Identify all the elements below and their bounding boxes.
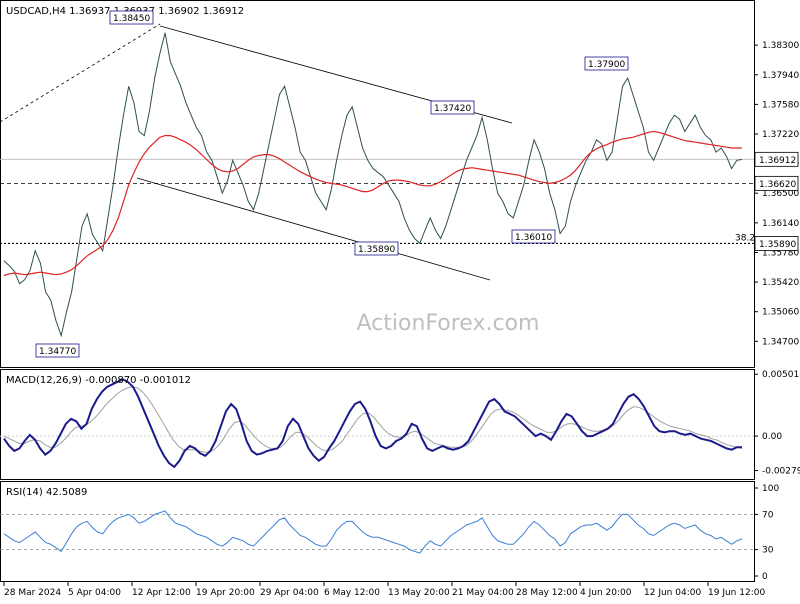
price-label-box [35, 343, 80, 358]
rsi-y-tick-label: 70 [762, 510, 774, 520]
x-tick-label: 19 Jun 12:00 [708, 588, 765, 598]
current-price-tag: 1.36912 [759, 156, 796, 166]
x-tick-label: 12 Jun 04:00 [644, 588, 701, 598]
price-label: 1.34770 [39, 347, 76, 357]
channel-lower-line [136, 177, 491, 281]
macd-y-tick-label: 0.005018 [762, 370, 800, 380]
price-plot: 1.383001.379401.375801.372201.368601.365… [0, 10, 799, 358]
fib-tag: 1.35890 [759, 240, 796, 250]
price-label-box [584, 56, 629, 71]
price-y-tick-label: 1.38300 [762, 41, 799, 51]
price-label: 1.37420 [434, 104, 471, 114]
rsi-y-tick-label: 100 [762, 484, 779, 494]
macd-panel-title: MACD(12,26,9) -0.000870 -0.001012 [6, 375, 191, 386]
price-panel-frame [0, 0, 755, 368]
rsi-series [3, 510, 743, 554]
rising-dotted-line [0, 23, 161, 123]
price-label-box [430, 100, 475, 115]
current-price-tag-box [754, 151, 799, 167]
price-label: 1.36010 [515, 233, 552, 243]
price-label-box [511, 229, 556, 244]
x-tick-label: 6 May 12:00 [324, 588, 380, 598]
macd-plot: 0.005018 0.00 -0.002795 [0, 370, 800, 477]
x-tick-label: 28 Mar 2024 [4, 588, 61, 598]
x-tick-label: 13 May 20:00 [388, 588, 450, 598]
rsi-y-tick-label: 30 [762, 546, 774, 556]
fib-tag-box [754, 236, 799, 251]
x-tick-label: 28 May 12:00 [516, 588, 578, 598]
rsi-panel-frame [0, 481, 755, 582]
price-y-tick-label: 1.37220 [762, 130, 799, 140]
x-tick-label: 12 Apr 12:00 [132, 588, 191, 598]
price-y-tick-label: 1.35780 [762, 248, 799, 258]
x-axis: 28 Mar 2024 5 Apr 04:00 12 Apr 12:00 19 Apr… [3, 582, 765, 598]
support-tag: 1.36620 [759, 180, 796, 190]
price-y-tick-label: 1.37940 [762, 71, 799, 81]
price-y-tick-label: 1.34700 [762, 337, 799, 347]
price-label: 1.38450 [113, 14, 150, 24]
rsi-panel-title: RSI(14) 42.5089 [6, 487, 87, 498]
price-series-ma [3, 130, 742, 277]
x-tick-label: 4 Jun 20:00 [580, 588, 632, 598]
macd-series-macd [3, 378, 742, 469]
price-y-tick-label: 1.36500 [762, 189, 799, 199]
x-tick-label: 21 May 04:00 [452, 588, 514, 598]
price-label-box [109, 10, 154, 25]
price-y-tick-label: 1.36140 [762, 219, 799, 229]
macd-y-tick-label: -0.002795 [762, 467, 800, 477]
macd-y-tick-label: 0.00 [762, 432, 782, 442]
price-y-tick-label: 1.37580 [762, 100, 799, 110]
support-tag-box [754, 175, 799, 191]
macd-series-signal [3, 386, 743, 453]
fib-label: 38.2 [735, 233, 755, 243]
x-tick-label: 19 Apr 20:00 [196, 588, 255, 598]
rsi-plot: 100 70 30 0 [0, 484, 779, 582]
price-label: 1.37900 [588, 60, 625, 70]
x-tick-label: 5 Apr 04:00 [68, 588, 121, 598]
watermark: ActionForex.com [357, 311, 540, 336]
rsi-y-tick-label: 0 [762, 572, 768, 582]
price-y-tick-label: 1.35420 [762, 278, 799, 288]
x-tick-label: 29 Apr 04:00 [260, 588, 319, 598]
macd-panel-frame [0, 369, 755, 480]
price-y-tick-label: 1.35060 [762, 308, 799, 318]
price-series-price [3, 32, 743, 338]
price-label-box [354, 241, 399, 256]
price-label: 1.35890 [358, 245, 395, 255]
